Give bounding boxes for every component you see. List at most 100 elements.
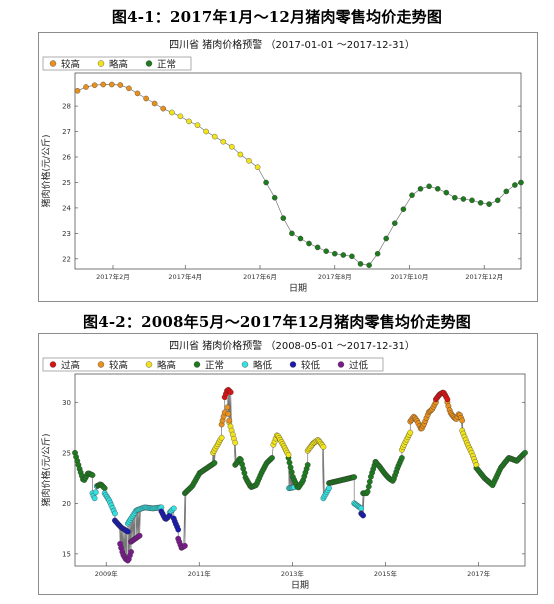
legend-frame — [42, 357, 384, 372]
y-tick-label: 23 — [62, 230, 71, 238]
legend-label-略低: 略低 — [253, 360, 273, 372]
legend-label-过低: 过低 — [349, 360, 369, 372]
data-point-略高 — [254, 164, 261, 170]
data-point-正常 — [477, 200, 484, 206]
data-point-略低 — [112, 510, 118, 517]
legend-marker-较高 — [49, 60, 57, 67]
data-point-较低 — [125, 528, 131, 535]
y-tick-label: 25 — [62, 449, 71, 457]
legend-marker-正常 — [193, 361, 201, 368]
x-tick-label: 2015年 — [374, 569, 398, 578]
data-point-正常 — [89, 472, 96, 478]
data-point-正常 — [383, 235, 389, 242]
x-tick-label: 2017年2月 — [96, 272, 130, 281]
x-tick-label: 2013年 — [281, 569, 305, 578]
data-point-过低 — [182, 542, 188, 549]
legend-marker-略低 — [241, 361, 249, 368]
legend-marker-略高 — [145, 361, 153, 368]
data-point-略高 — [229, 144, 235, 150]
data-point-较高 — [126, 85, 132, 92]
figure-2-caption: 图4-2：2008年5月～2017年12月猪肉零售均价走势图 — [83, 313, 471, 331]
data-point-过高 — [227, 389, 234, 396]
y-tick-label: 20 — [62, 500, 71, 508]
chart-1-plot-frame — [74, 72, 522, 270]
data-point-略高 — [285, 451, 292, 458]
data-point-正常 — [297, 235, 304, 242]
y-tick-label: 24 — [62, 204, 71, 212]
y-tick-label: 26 — [62, 154, 71, 162]
data-point-过低 — [136, 532, 143, 539]
data-point-正常 — [522, 449, 528, 456]
data-point-略低 — [91, 495, 98, 502]
data-point-正常 — [512, 182, 518, 188]
data-point-正常 — [332, 250, 338, 257]
legend-label-较高: 较高 — [61, 59, 80, 71]
data-point-正常 — [392, 220, 398, 226]
x-tick-label: 2017年10月 — [391, 272, 429, 281]
data-point-正常 — [323, 248, 329, 254]
data-point-较高 — [226, 417, 233, 424]
chart-2-x-axis-label: 日期 — [291, 580, 309, 591]
x-tick-label: 2017年8月 — [318, 272, 352, 281]
data-point-略高 — [246, 158, 252, 164]
chart-panel-1: 四川省 猪肉价格预警 （2017-01-01 ～2017-12-31） 较高 略高 正… — [38, 32, 538, 302]
legend-label-较高: 较高 — [109, 360, 128, 372]
data-point-较高 — [225, 411, 232, 417]
data-point-较高 — [100, 81, 106, 88]
data-point-略高 — [407, 429, 414, 436]
data-point-正常 — [426, 183, 432, 190]
data-point-略高 — [320, 443, 327, 450]
data-point-正常 — [364, 488, 371, 495]
data-point-略高 — [232, 439, 239, 446]
data-point-略高 — [211, 133, 218, 140]
data-point-正常 — [399, 455, 405, 461]
data-point-正常 — [366, 262, 372, 268]
y-tick-label: 30 — [62, 399, 71, 407]
data-point-正常 — [349, 253, 355, 260]
data-point-正常 — [434, 186, 441, 192]
data-point-较高 — [459, 417, 466, 424]
chart-2-title: 四川省 猪肉价格预警 （2008-05-01 ～2017-12-31） — [169, 339, 415, 352]
chart-1-svg: 四川省 猪肉价格预警 （2017-01-01 ～2017-12-31） 较高 略高 正… — [40, 38, 524, 294]
x-tick-label: 2017年12月 — [465, 272, 503, 281]
data-point-较高 — [134, 90, 141, 97]
data-point-正常 — [469, 197, 475, 204]
data-point-正常 — [287, 464, 294, 471]
data-point-正常 — [417, 186, 424, 192]
chart-1-y-axis-label: 猪肉价格(元/公斤) — [40, 134, 52, 207]
data-point-略高 — [203, 128, 209, 135]
legend-label-正常: 正常 — [157, 59, 176, 71]
figure-1-caption: 图4-1：2017年1月～12月猪肉零售均价走势图 — [111, 8, 443, 26]
data-point-正常 — [518, 179, 524, 186]
data-point-正常 — [280, 215, 287, 221]
data-point-正常 — [286, 459, 293, 466]
data-point-较高 — [143, 95, 149, 102]
legend-marker-较高 — [97, 361, 105, 368]
x-tick-label: 2017年 — [467, 569, 491, 578]
x-tick-label: 2011年 — [188, 569, 212, 578]
data-point-正常 — [340, 252, 347, 258]
data-point-正常 — [271, 194, 278, 201]
y-tick-label: 27 — [62, 128, 71, 136]
data-point-正常 — [443, 189, 450, 196]
data-point-正常 — [351, 474, 358, 480]
data-point-略高 — [218, 434, 225, 441]
data-point-较高 — [83, 84, 89, 90]
data-point-略高 — [220, 138, 227, 145]
y-tick-label: 25 — [62, 179, 71, 187]
data-point-正常 — [409, 192, 415, 198]
data-point-略高 — [177, 113, 184, 120]
data-point-正常 — [269, 455, 275, 461]
data-point-较高 — [91, 82, 98, 88]
data-point-正常 — [101, 485, 108, 492]
data-point-略高 — [186, 118, 192, 125]
data-point-正常 — [400, 206, 407, 212]
y-tick-label: 15 — [62, 550, 71, 558]
data-point-略低 — [358, 505, 365, 512]
data-point-正常 — [486, 201, 492, 207]
x-tick-label: 2009年 — [95, 569, 119, 578]
y-tick-label: 22 — [62, 255, 71, 263]
data-point-正常 — [306, 240, 312, 247]
data-point-略高 — [194, 122, 201, 128]
data-point-略低 — [326, 485, 332, 492]
